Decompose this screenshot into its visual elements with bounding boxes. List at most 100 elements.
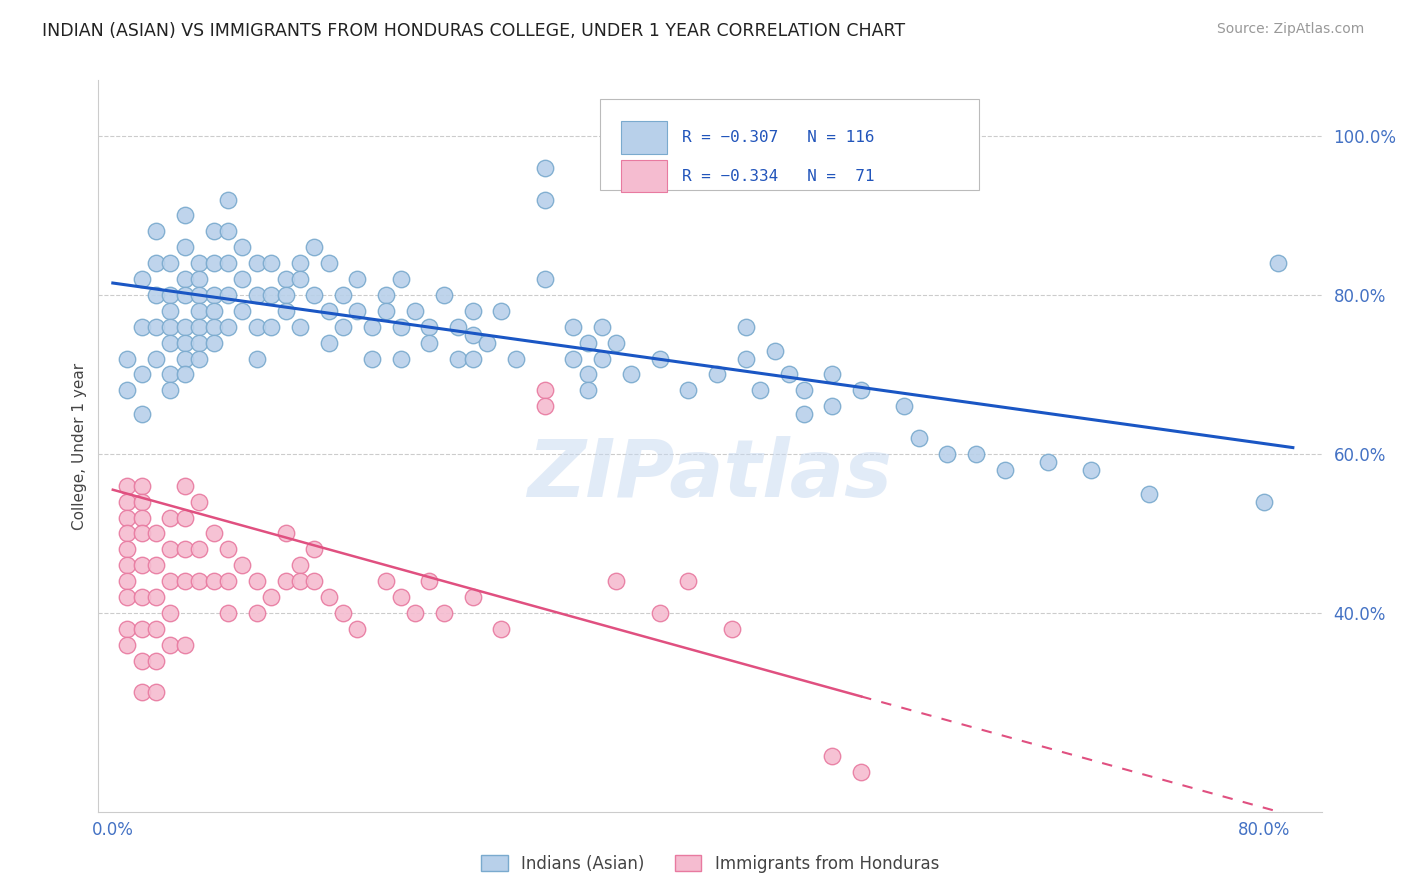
Point	[145, 590, 167, 604]
Point	[217, 224, 239, 238]
Point	[159, 384, 181, 398]
Point	[260, 288, 283, 302]
Point	[288, 256, 311, 270]
Point	[346, 303, 368, 318]
Point	[159, 638, 181, 652]
Point	[260, 256, 283, 270]
Bar	[620, 121, 668, 153]
Point	[173, 368, 195, 382]
Point	[173, 335, 195, 350]
Point	[907, 431, 929, 445]
Point	[188, 335, 211, 350]
Point	[231, 240, 253, 254]
Point	[159, 574, 181, 589]
Point	[159, 368, 181, 382]
Point	[433, 288, 456, 302]
Point	[821, 749, 844, 764]
Point	[562, 351, 585, 366]
Point	[115, 622, 138, 636]
Point	[304, 574, 326, 589]
Point	[131, 510, 153, 524]
Point	[678, 574, 700, 589]
Point	[145, 526, 167, 541]
Point	[1080, 463, 1102, 477]
Point	[131, 319, 153, 334]
Point	[246, 351, 269, 366]
Point	[217, 288, 239, 302]
Point	[461, 303, 484, 318]
Point	[159, 303, 181, 318]
Point	[188, 272, 211, 286]
Point	[246, 288, 269, 302]
Point	[1038, 455, 1060, 469]
Point	[620, 368, 643, 382]
Point	[965, 447, 987, 461]
Point	[648, 351, 671, 366]
Point	[735, 319, 758, 334]
Point	[115, 558, 138, 573]
Point	[159, 542, 181, 557]
Point	[173, 479, 195, 493]
Point	[217, 256, 239, 270]
Point	[159, 606, 181, 620]
Point	[332, 606, 354, 620]
Point	[849, 384, 872, 398]
Point	[332, 319, 354, 334]
Point	[1137, 486, 1160, 500]
Point	[533, 193, 555, 207]
Point	[849, 764, 872, 779]
Point	[131, 526, 153, 541]
Point	[389, 319, 412, 334]
Point	[533, 384, 555, 398]
Point	[115, 542, 138, 557]
Point	[375, 574, 398, 589]
Point	[115, 384, 138, 398]
Point	[1253, 494, 1275, 508]
Point	[231, 303, 253, 318]
Point	[202, 303, 225, 318]
Point	[389, 590, 412, 604]
Point	[562, 319, 585, 334]
Point	[115, 479, 138, 493]
Point	[360, 319, 382, 334]
Point	[505, 351, 527, 366]
Point	[217, 574, 239, 589]
Legend: Indians (Asian), Immigrants from Honduras: Indians (Asian), Immigrants from Hondura…	[481, 855, 939, 873]
Point	[173, 351, 195, 366]
Point	[821, 368, 844, 382]
Point	[173, 288, 195, 302]
Point	[188, 494, 211, 508]
Point	[274, 303, 297, 318]
Point	[131, 494, 153, 508]
Point	[159, 288, 181, 302]
Point	[274, 272, 297, 286]
Point	[131, 654, 153, 668]
Point	[318, 256, 340, 270]
Point	[159, 256, 181, 270]
Point	[288, 272, 311, 286]
Point	[173, 574, 195, 589]
Point	[188, 542, 211, 557]
Point	[274, 574, 297, 589]
Point	[173, 542, 195, 557]
Text: INDIAN (ASIAN) VS IMMIGRANTS FROM HONDURAS COLLEGE, UNDER 1 YEAR CORRELATION CHA: INDIAN (ASIAN) VS IMMIGRANTS FROM HONDUR…	[42, 22, 905, 40]
Point	[159, 335, 181, 350]
Point	[605, 335, 627, 350]
Point	[360, 351, 382, 366]
Point	[304, 240, 326, 254]
Point	[533, 399, 555, 413]
Point	[793, 384, 815, 398]
Point	[461, 351, 484, 366]
Point	[115, 526, 138, 541]
Bar	[620, 161, 668, 193]
Point	[188, 303, 211, 318]
Point	[288, 319, 311, 334]
Point	[188, 256, 211, 270]
Point	[173, 209, 195, 223]
Point	[131, 479, 153, 493]
Point	[145, 288, 167, 302]
Point	[145, 351, 167, 366]
Point	[159, 510, 181, 524]
Point	[821, 399, 844, 413]
Point	[145, 654, 167, 668]
